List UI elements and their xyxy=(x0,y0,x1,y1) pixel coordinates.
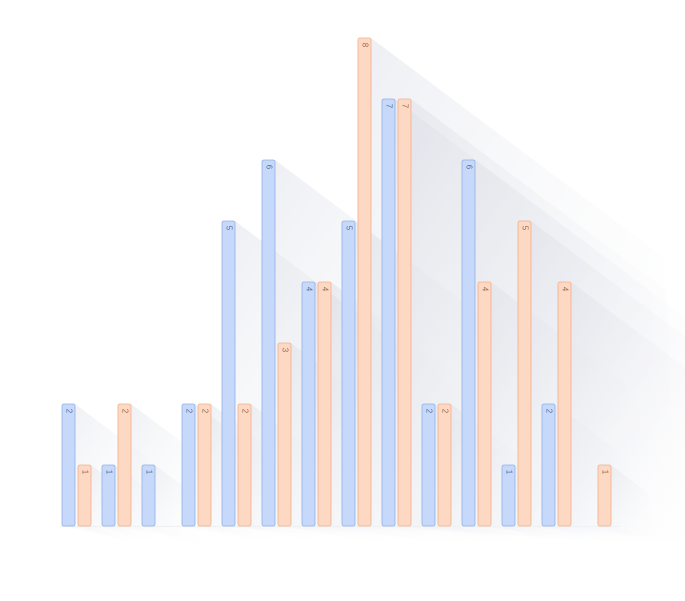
bar xyxy=(501,464,516,527)
bar xyxy=(437,403,452,527)
value-label: 5 xyxy=(520,226,529,231)
value-label: 4 xyxy=(480,287,489,292)
bar xyxy=(261,159,276,527)
bar xyxy=(181,403,196,527)
bar xyxy=(301,281,316,527)
value-label: 7 xyxy=(400,104,409,109)
bar xyxy=(517,220,532,527)
value-label: 1 xyxy=(144,470,153,475)
value-label: 2 xyxy=(184,409,193,414)
bar xyxy=(477,281,492,527)
value-label: 2 xyxy=(240,409,249,414)
bar xyxy=(77,464,92,527)
value-label: 1 xyxy=(504,470,513,475)
value-label: 2 xyxy=(440,409,449,414)
value-label: 6 xyxy=(464,165,473,170)
bar xyxy=(461,159,476,527)
value-label: 4 xyxy=(560,287,569,292)
shadows xyxy=(62,38,685,546)
bar xyxy=(357,37,372,527)
bar xyxy=(237,403,252,527)
value-label: 4 xyxy=(304,287,313,292)
value-label: 4 xyxy=(320,287,329,292)
bar xyxy=(341,220,356,527)
value-label: 3 xyxy=(280,348,289,353)
value-label: 1 xyxy=(600,470,609,475)
bar xyxy=(277,342,292,527)
bar xyxy=(541,403,556,527)
value-label: 2 xyxy=(424,409,433,414)
bar xyxy=(381,98,396,527)
value-label: 1 xyxy=(80,470,89,475)
bar-shadow xyxy=(558,282,685,541)
bar xyxy=(117,403,132,527)
value-label: 1 xyxy=(104,470,113,475)
bar xyxy=(597,464,612,527)
bar xyxy=(141,464,156,527)
value-label: 6 xyxy=(264,165,273,170)
value-label: 2 xyxy=(64,409,73,414)
bar xyxy=(421,403,436,527)
value-label: 5 xyxy=(344,226,353,231)
value-label: 2 xyxy=(120,409,129,414)
bar-shadow xyxy=(598,465,658,546)
value-label: 2 xyxy=(544,409,553,414)
bar xyxy=(61,403,76,527)
bar xyxy=(101,464,116,527)
bar xyxy=(397,98,412,527)
value-label: 5 xyxy=(224,226,233,231)
value-label: 7 xyxy=(384,104,393,109)
bar xyxy=(317,281,332,527)
value-label: 2 xyxy=(200,409,209,414)
value-label: 8 xyxy=(360,43,369,48)
bar xyxy=(197,403,212,527)
bar xyxy=(221,220,236,527)
bar xyxy=(557,281,572,527)
